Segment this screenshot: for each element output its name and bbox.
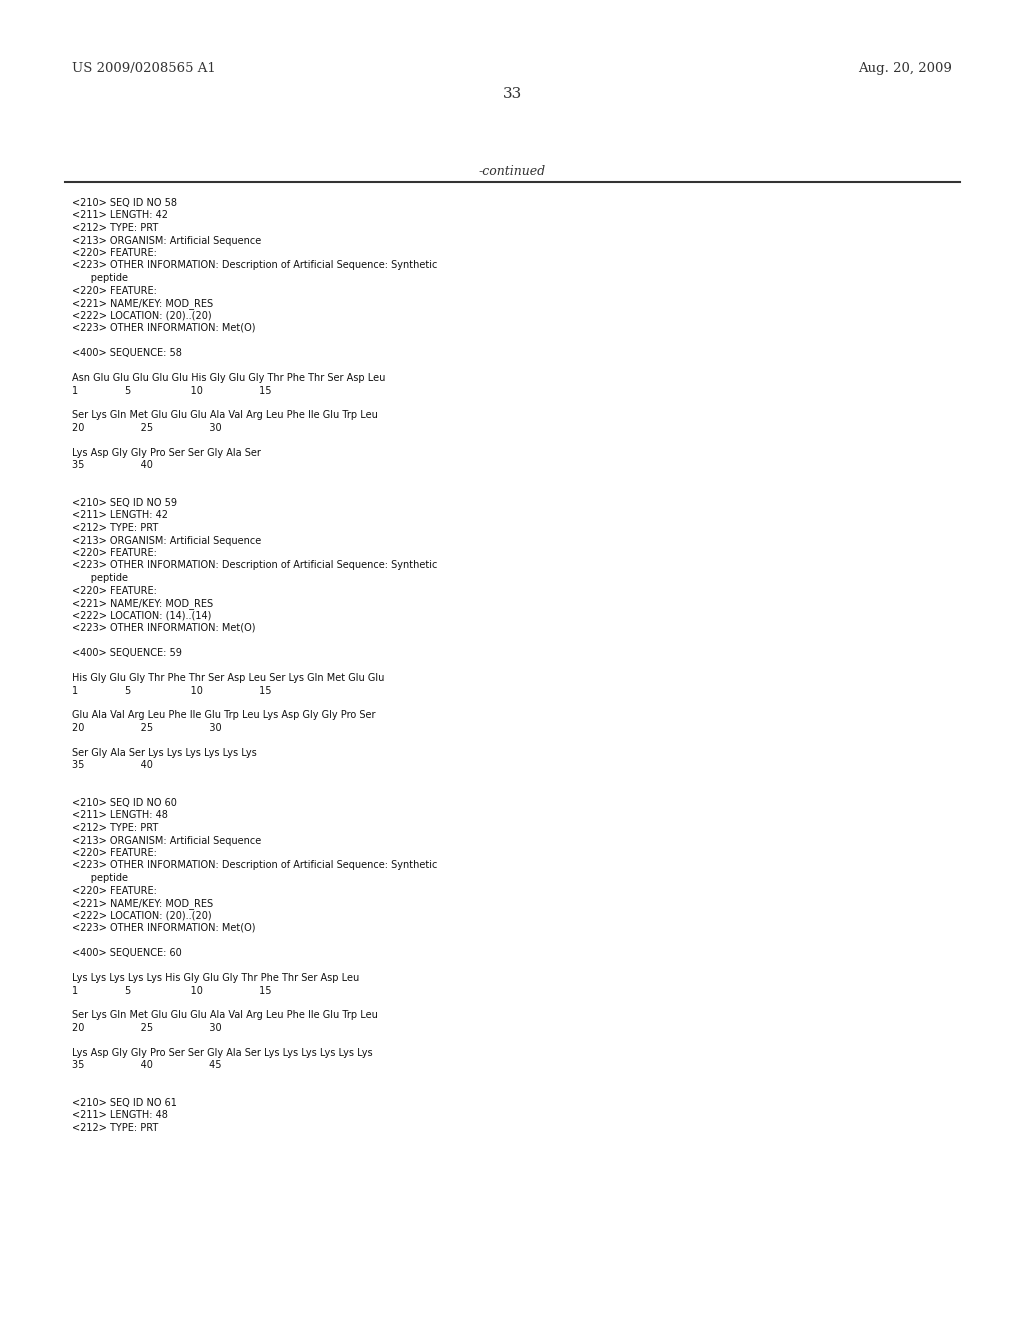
Text: <223> OTHER INFORMATION: Met(O): <223> OTHER INFORMATION: Met(O): [72, 923, 256, 933]
Text: Ser Gly Ala Ser Lys Lys Lys Lys Lys Lys: Ser Gly Ala Ser Lys Lys Lys Lys Lys Lys: [72, 748, 257, 758]
Text: 35                  40                  45: 35 40 45: [72, 1060, 221, 1071]
Text: <400> SEQUENCE: 58: <400> SEQUENCE: 58: [72, 348, 182, 358]
Text: <222> LOCATION: (20)..(20): <222> LOCATION: (20)..(20): [72, 310, 212, 321]
Text: <223> OTHER INFORMATION: Description of Artificial Sequence: Synthetic: <223> OTHER INFORMATION: Description of …: [72, 260, 437, 271]
Text: 35                  40: 35 40: [72, 760, 153, 771]
Text: <213> ORGANISM: Artificial Sequence: <213> ORGANISM: Artificial Sequence: [72, 836, 261, 846]
Text: 20                  25                  30: 20 25 30: [72, 723, 221, 733]
Text: <222> LOCATION: (20)..(20): <222> LOCATION: (20)..(20): [72, 911, 212, 920]
Text: <211> LENGTH: 48: <211> LENGTH: 48: [72, 810, 168, 821]
Text: <220> FEATURE:: <220> FEATURE:: [72, 586, 157, 595]
Text: Glu Ala Val Arg Leu Phe Ile Glu Trp Leu Lys Asp Gly Gly Pro Ser: Glu Ala Val Arg Leu Phe Ile Glu Trp Leu …: [72, 710, 376, 721]
Text: <212> TYPE: PRT: <212> TYPE: PRT: [72, 1123, 159, 1133]
Text: <211> LENGTH: 42: <211> LENGTH: 42: [72, 210, 168, 220]
Text: <220> FEATURE:: <220> FEATURE:: [72, 248, 157, 257]
Text: Asn Glu Glu Glu Glu Glu His Gly Glu Gly Thr Phe Thr Ser Asp Leu: Asn Glu Glu Glu Glu Glu His Gly Glu Gly …: [72, 374, 385, 383]
Text: US 2009/0208565 A1: US 2009/0208565 A1: [72, 62, 216, 75]
Text: peptide: peptide: [72, 573, 128, 583]
Text: <212> TYPE: PRT: <212> TYPE: PRT: [72, 822, 159, 833]
Text: <213> ORGANISM: Artificial Sequence: <213> ORGANISM: Artificial Sequence: [72, 536, 261, 545]
Text: <211> LENGTH: 42: <211> LENGTH: 42: [72, 511, 168, 520]
Text: <212> TYPE: PRT: <212> TYPE: PRT: [72, 223, 159, 234]
Text: 1               5                   10                  15: 1 5 10 15: [72, 986, 271, 995]
Text: 33: 33: [503, 87, 521, 102]
Text: 1               5                   10                  15: 1 5 10 15: [72, 385, 271, 396]
Text: Lys Asp Gly Gly Pro Ser Ser Gly Ala Ser Lys Lys Lys Lys Lys Lys: Lys Asp Gly Gly Pro Ser Ser Gly Ala Ser …: [72, 1048, 373, 1059]
Text: Lys Asp Gly Gly Pro Ser Ser Gly Ala Ser: Lys Asp Gly Gly Pro Ser Ser Gly Ala Ser: [72, 447, 261, 458]
Text: <223> OTHER INFORMATION: Description of Artificial Sequence: Synthetic: <223> OTHER INFORMATION: Description of …: [72, 561, 437, 570]
Text: -continued: -continued: [478, 165, 546, 178]
Text: <221> NAME/KEY: MOD_RES: <221> NAME/KEY: MOD_RES: [72, 898, 213, 909]
Text: <220> FEATURE:: <220> FEATURE:: [72, 548, 157, 558]
Text: <210> SEQ ID NO 60: <210> SEQ ID NO 60: [72, 799, 177, 808]
Text: <221> NAME/KEY: MOD_RES: <221> NAME/KEY: MOD_RES: [72, 298, 213, 309]
Text: <221> NAME/KEY: MOD_RES: <221> NAME/KEY: MOD_RES: [72, 598, 213, 609]
Text: His Gly Glu Gly Thr Phe Thr Ser Asp Leu Ser Lys Gln Met Glu Glu: His Gly Glu Gly Thr Phe Thr Ser Asp Leu …: [72, 673, 384, 682]
Text: <400> SEQUENCE: 60: <400> SEQUENCE: 60: [72, 948, 181, 958]
Text: <220> FEATURE:: <220> FEATURE:: [72, 285, 157, 296]
Text: <220> FEATURE:: <220> FEATURE:: [72, 847, 157, 858]
Text: <222> LOCATION: (14)..(14): <222> LOCATION: (14)..(14): [72, 610, 211, 620]
Text: 1               5                   10                  15: 1 5 10 15: [72, 685, 271, 696]
Text: <212> TYPE: PRT: <212> TYPE: PRT: [72, 523, 159, 533]
Text: Aug. 20, 2009: Aug. 20, 2009: [858, 62, 952, 75]
Text: peptide: peptide: [72, 273, 128, 282]
Text: <223> OTHER INFORMATION: Met(O): <223> OTHER INFORMATION: Met(O): [72, 623, 256, 634]
Text: Ser Lys Gln Met Glu Glu Glu Ala Val Arg Leu Phe Ile Glu Trp Leu: Ser Lys Gln Met Glu Glu Glu Ala Val Arg …: [72, 411, 378, 421]
Text: <213> ORGANISM: Artificial Sequence: <213> ORGANISM: Artificial Sequence: [72, 235, 261, 246]
Text: peptide: peptide: [72, 873, 128, 883]
Text: <211> LENGTH: 48: <211> LENGTH: 48: [72, 1110, 168, 1121]
Text: <210> SEQ ID NO 59: <210> SEQ ID NO 59: [72, 498, 177, 508]
Text: 35                  40: 35 40: [72, 461, 153, 470]
Text: <223> OTHER INFORMATION: Met(O): <223> OTHER INFORMATION: Met(O): [72, 323, 256, 333]
Text: Ser Lys Gln Met Glu Glu Glu Ala Val Arg Leu Phe Ile Glu Trp Leu: Ser Lys Gln Met Glu Glu Glu Ala Val Arg …: [72, 1011, 378, 1020]
Text: Lys Lys Lys Lys Lys His Gly Glu Gly Thr Phe Thr Ser Asp Leu: Lys Lys Lys Lys Lys His Gly Glu Gly Thr …: [72, 973, 359, 983]
Text: <210> SEQ ID NO 58: <210> SEQ ID NO 58: [72, 198, 177, 209]
Text: <400> SEQUENCE: 59: <400> SEQUENCE: 59: [72, 648, 182, 657]
Text: <220> FEATURE:: <220> FEATURE:: [72, 886, 157, 895]
Text: 20                  25                  30: 20 25 30: [72, 1023, 221, 1034]
Text: <210> SEQ ID NO 61: <210> SEQ ID NO 61: [72, 1098, 177, 1107]
Text: <223> OTHER INFORMATION: Description of Artificial Sequence: Synthetic: <223> OTHER INFORMATION: Description of …: [72, 861, 437, 870]
Text: 20                  25                  30: 20 25 30: [72, 422, 221, 433]
